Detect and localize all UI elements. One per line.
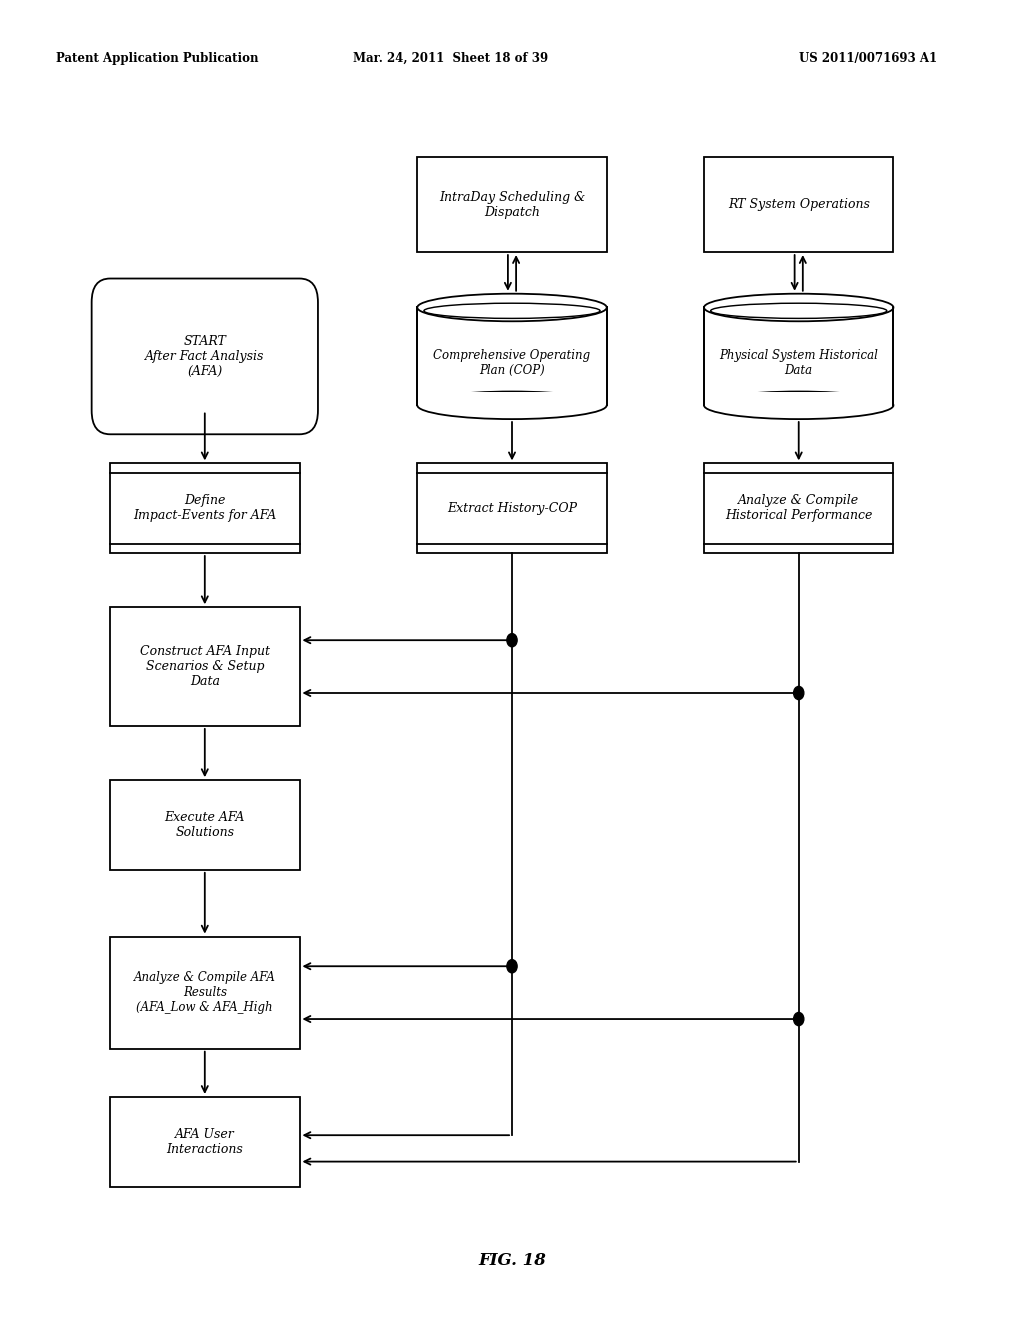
Text: FIG. 18: FIG. 18: [478, 1253, 546, 1269]
Text: Physical System Historical
Data: Physical System Historical Data: [719, 348, 879, 378]
Text: Define
Impact-Events for AFA: Define Impact-Events for AFA: [133, 494, 276, 523]
Ellipse shape: [705, 294, 893, 321]
Bar: [418, 463, 606, 553]
Circle shape: [794, 686, 804, 700]
Bar: [705, 463, 893, 553]
Bar: [111, 1097, 299, 1187]
Bar: [111, 780, 299, 870]
Circle shape: [794, 1012, 804, 1026]
Text: US 2011/0071693 A1: US 2011/0071693 A1: [799, 51, 937, 65]
Text: IntraDay Scheduling &
Dispatch: IntraDay Scheduling & Dispatch: [439, 190, 585, 219]
Bar: [111, 607, 299, 726]
Text: START
After Fact Analysis
(AFA): START After Fact Analysis (AFA): [145, 335, 264, 378]
Ellipse shape: [705, 392, 893, 420]
Text: Extract History-COP: Extract History-COP: [447, 502, 577, 515]
Bar: [418, 308, 606, 405]
Text: Analyze & Compile AFA
Results
(AFA_Low & AFA_High: Analyze & Compile AFA Results (AFA_Low &…: [134, 972, 275, 1014]
Bar: [418, 392, 606, 405]
Bar: [111, 937, 299, 1048]
Bar: [705, 157, 893, 252]
Circle shape: [507, 960, 517, 973]
Ellipse shape: [418, 392, 606, 420]
Circle shape: [507, 634, 517, 647]
Text: RT System Operations: RT System Operations: [728, 198, 869, 211]
Text: Execute AFA
Solutions: Execute AFA Solutions: [165, 810, 245, 840]
Bar: [111, 463, 299, 553]
Text: Mar. 24, 2011  Sheet 18 of 39: Mar. 24, 2011 Sheet 18 of 39: [353, 51, 548, 65]
Bar: [705, 392, 893, 405]
Bar: [418, 157, 606, 252]
Text: Comprehensive Operating
Plan (COP): Comprehensive Operating Plan (COP): [433, 348, 591, 378]
Text: Analyze & Compile
Historical Performance: Analyze & Compile Historical Performance: [725, 494, 872, 523]
Text: Patent Application Publication: Patent Application Publication: [56, 51, 259, 65]
Ellipse shape: [418, 294, 606, 321]
Bar: [705, 308, 893, 405]
Text: Construct AFA Input
Scenarios & Setup
Data: Construct AFA Input Scenarios & Setup Da…: [140, 645, 269, 688]
FancyBboxPatch shape: [92, 279, 317, 434]
Text: AFA User
Interactions: AFA User Interactions: [167, 1127, 243, 1156]
